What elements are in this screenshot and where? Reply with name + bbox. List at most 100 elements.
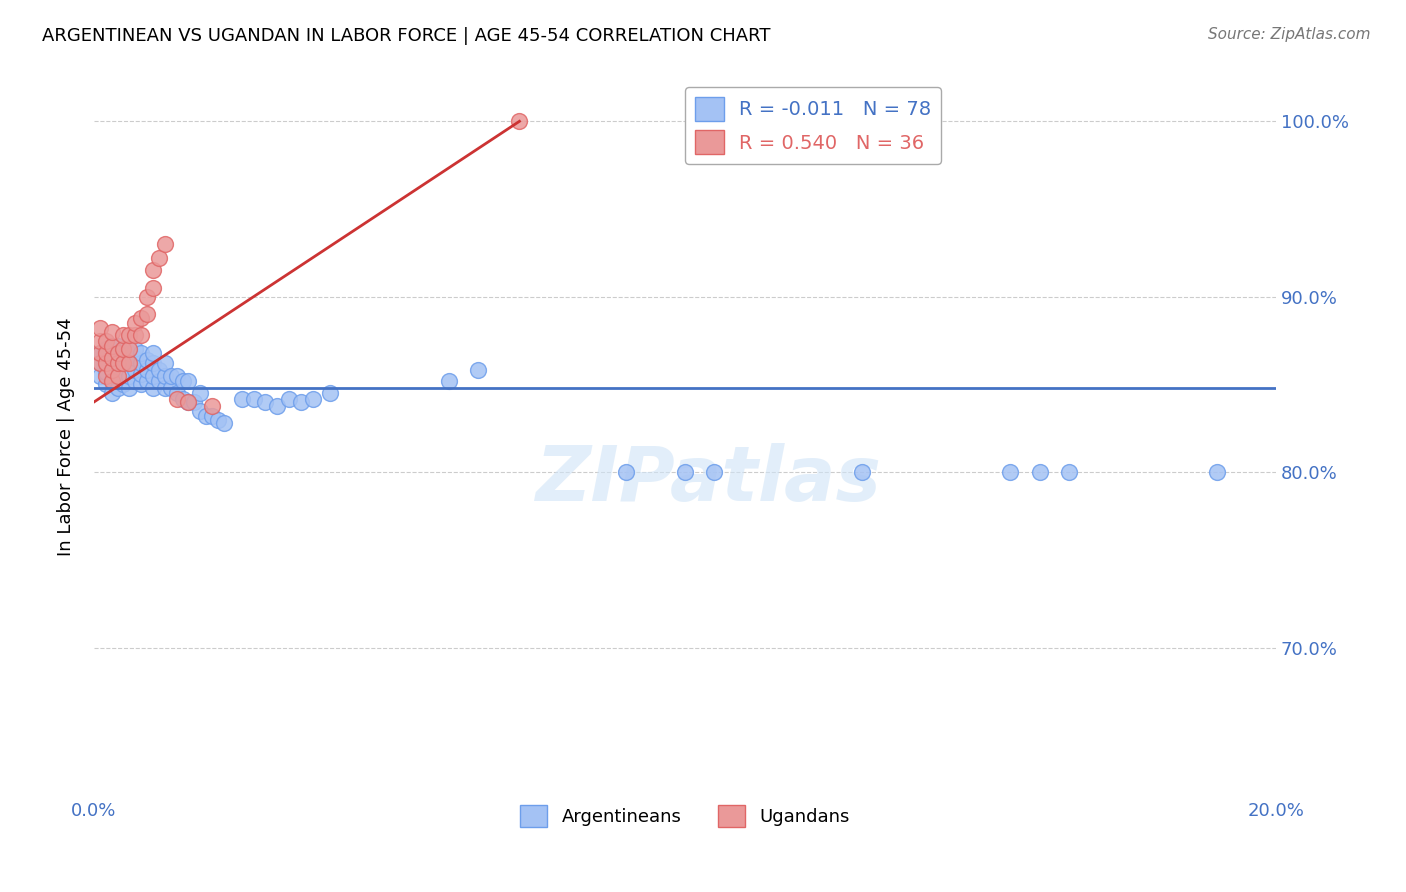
Point [118, 368, 141, 383]
Point [107, 346, 129, 360]
Point [129, 377, 152, 392]
Point [112, 367, 135, 381]
Point [177, 395, 200, 409]
Point [148, 251, 170, 265]
Point [142, 356, 165, 370]
Point [94, 377, 117, 392]
Point [148, 363, 170, 377]
Point [278, 392, 301, 406]
Point [118, 343, 141, 357]
Point [124, 343, 146, 357]
Point [703, 465, 725, 479]
Point [129, 346, 152, 360]
Point [129, 367, 152, 381]
Point [100, 325, 122, 339]
Point [136, 374, 159, 388]
Point [112, 346, 135, 360]
Point [89, 346, 111, 360]
Point [172, 374, 194, 388]
Point [148, 374, 170, 388]
Point [89, 334, 111, 348]
Point [153, 356, 176, 370]
Point [195, 409, 218, 423]
Point [118, 356, 141, 370]
Point [94, 346, 117, 360]
Point [153, 237, 176, 252]
Point [166, 386, 188, 401]
Point [112, 377, 135, 392]
Point [266, 399, 288, 413]
Point [129, 356, 152, 370]
Point [107, 370, 129, 384]
Point [94, 365, 117, 379]
Point [851, 465, 873, 479]
Point [94, 356, 117, 370]
Point [142, 263, 165, 277]
Point [112, 356, 135, 370]
Point [100, 351, 122, 366]
Point [89, 321, 111, 335]
Point [136, 352, 159, 367]
Point [112, 343, 135, 357]
Point [188, 404, 211, 418]
Point [124, 316, 146, 330]
Point [112, 328, 135, 343]
Point [124, 351, 146, 366]
Point [118, 356, 141, 370]
Text: ARGENTINEAN VS UGANDAN IN LABOR FORCE | AGE 45-54 CORRELATION CHART: ARGENTINEAN VS UGANDAN IN LABOR FORCE | … [42, 27, 770, 45]
Point [118, 328, 141, 343]
Point [998, 465, 1021, 479]
Point [142, 381, 165, 395]
Point [254, 395, 277, 409]
Point [107, 356, 129, 370]
Point [673, 465, 696, 479]
Point [136, 307, 159, 321]
Point [177, 395, 200, 409]
Point [89, 368, 111, 383]
Point [94, 356, 117, 370]
Point [242, 392, 264, 406]
Point [107, 359, 129, 374]
Text: Source: ZipAtlas.com: Source: ZipAtlas.com [1208, 27, 1371, 42]
Point [142, 346, 165, 360]
Point [1205, 465, 1227, 479]
Point [100, 386, 122, 401]
Point [201, 409, 224, 423]
Point [166, 368, 188, 383]
Y-axis label: In Labor Force | Age 45-54: In Labor Force | Age 45-54 [58, 318, 75, 557]
Point [159, 381, 181, 395]
Point [100, 374, 122, 388]
Point [142, 368, 165, 383]
Point [188, 386, 211, 401]
Point [94, 343, 117, 357]
Point [183, 395, 205, 409]
Point [136, 363, 159, 377]
Point [118, 346, 141, 360]
Point [124, 374, 146, 388]
Point [118, 381, 141, 395]
Point [129, 310, 152, 325]
Point [1057, 465, 1080, 479]
Point [142, 281, 165, 295]
Point [437, 374, 460, 388]
Point [89, 346, 111, 360]
Point [177, 374, 200, 388]
Point [100, 363, 122, 377]
Point [166, 392, 188, 406]
Point [124, 328, 146, 343]
Point [614, 465, 637, 479]
Point [207, 412, 229, 426]
Point [467, 363, 489, 377]
Point [231, 392, 253, 406]
Point [107, 350, 129, 364]
Point [100, 352, 122, 367]
Point [129, 328, 152, 343]
Point [1028, 465, 1050, 479]
Text: ZIPatlas: ZIPatlas [536, 443, 882, 517]
Point [124, 363, 146, 377]
Point [100, 339, 122, 353]
Point [100, 374, 122, 388]
Point [301, 392, 323, 406]
Point [100, 363, 122, 377]
Point [290, 395, 312, 409]
